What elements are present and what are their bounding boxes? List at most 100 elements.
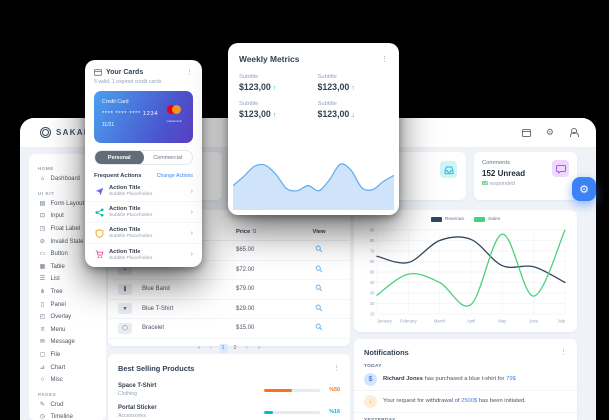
search-icon[interactable]	[298, 245, 340, 255]
kebab-menu-icon[interactable]: ⋮	[186, 69, 193, 76]
table-row[interactable]: ▼ Blue T-Shirt $29.00	[108, 300, 350, 319]
legend-sales[interactable]: Sales	[474, 217, 500, 222]
table-row[interactable]: ◯ Bracelet $15.00	[108, 319, 350, 339]
notifications-title: Notifications	[364, 348, 409, 357]
page-prev-button[interactable]: ‹	[210, 345, 212, 351]
table-row[interactable]: ▪ $72.00	[108, 261, 350, 280]
page-next-button[interactable]: ›	[246, 345, 248, 351]
search-icon[interactable]	[298, 304, 340, 314]
sidebar-item-invalid-state[interactable]: Invalid State	[36, 235, 101, 248]
sidebar-item-timeline[interactable]: Timeline	[36, 411, 101, 420]
page-last-button[interactable]: »	[257, 345, 261, 351]
crud-icon	[39, 402, 46, 408]
message-icon	[39, 339, 46, 345]
comment-icon	[552, 160, 569, 177]
page-1-button[interactable]: 1	[218, 343, 228, 353]
sidebar-item-form-layout[interactable]: Form Layout	[36, 198, 101, 211]
list-icon	[39, 276, 46, 282]
svg-text:February: February	[400, 319, 418, 324]
sidebar-item-chart[interactable]: Chart	[36, 361, 101, 374]
profile-icon[interactable]	[569, 128, 579, 137]
sidebar-item-misc[interactable]: Misc	[36, 374, 101, 387]
notifications-group-today: TODAY	[364, 364, 382, 369]
app-logo[interactable]: SAKAI	[40, 127, 87, 138]
page-2-button[interactable]: 2	[233, 345, 237, 351]
best-seller-item[interactable]: Portal Sticker Accessories %16	[118, 405, 340, 419]
notification-item[interactable]: ↓ Your request for withdrawal of 2500$ h…	[354, 391, 577, 413]
weekly-metrics-title: Weekly Metrics	[239, 54, 300, 64]
page-first-button[interactable]: «	[197, 345, 201, 351]
notifications-card: Notifications ⋮ TODAY $ Richard Jones ha…	[354, 339, 577, 420]
action-item[interactable]: Action Title Subtitle Placeholder ›	[85, 244, 202, 265]
sidebar-item-message[interactable]: Message	[36, 336, 101, 349]
change-actions-link[interactable]: Change Actions	[156, 173, 193, 179]
svg-text:June: June	[529, 319, 539, 324]
search-icon[interactable]	[298, 284, 340, 294]
sidebar-item-file[interactable]: File	[36, 349, 101, 362]
sidebar-item-crud[interactable]: Crud	[36, 399, 101, 412]
search-icon[interactable]	[298, 265, 340, 275]
action-item[interactable]: Action Title Subtitle Placeholder ›	[85, 181, 202, 202]
sidebar-item-tree[interactable]: Tree	[36, 286, 101, 299]
table-icon	[39, 264, 46, 270]
sidebar-item-menu[interactable]: Menu	[36, 324, 101, 337]
svg-text:80: 80	[370, 238, 375, 243]
download-icon: ↓	[364, 395, 377, 408]
float-label-icon	[39, 226, 46, 232]
table-row[interactable]: ❚ Blue Band $79.00	[108, 280, 350, 300]
svg-text:60: 60	[370, 259, 375, 264]
search-icon[interactable]	[298, 323, 340, 333]
stat-card-comments: Comments 152 Unread 85 responded	[474, 152, 577, 200]
input-icon	[39, 213, 46, 219]
settings-gear-icon[interactable]: ⚙	[545, 127, 554, 137]
config-fab-button[interactable]: ⚙	[572, 177, 596, 201]
amount-link[interactable]: 79$	[506, 375, 516, 382]
action-item[interactable]: Action Title Subtitle Placeholder ›	[85, 223, 202, 244]
sidebar-item-button[interactable]: Button	[36, 248, 101, 261]
credit-card[interactable]: Credit Card **** **** **** 1234 11/21 ma…	[94, 91, 193, 143]
revenue-line-chart[interactable]: 10 20 30 40 50 60 70 80 90 January February March Ap…	[362, 226, 569, 326]
sidebar-item-list[interactable]: List	[36, 273, 101, 286]
sidebar-item-float-label[interactable]: Float Label	[36, 223, 101, 236]
notification-item[interactable]: $ Richard Jones has purchased a blue t-s…	[354, 369, 577, 391]
sort-icon: ⇅	[252, 229, 257, 235]
price-column-header[interactable]: Price ⇅	[236, 229, 257, 235]
sidebar-item-input[interactable]: Input	[36, 210, 101, 223]
product-image: ◯	[118, 322, 132, 334]
sidebar-item-table[interactable]: Table	[36, 261, 101, 274]
sidebar-item-dashboard[interactable]: Dashboard	[36, 173, 101, 186]
amount-link[interactable]: 2500$	[461, 397, 478, 404]
personal-toggle-button[interactable]: Personal	[95, 151, 144, 164]
comments-value: 152 Unread	[482, 168, 526, 178]
sidebar-item-panel[interactable]: Panel	[36, 298, 101, 311]
svg-text:90: 90	[370, 228, 375, 233]
shield-icon	[94, 228, 104, 238]
kebab-menu-icon[interactable]: ⋮	[560, 349, 567, 356]
best-seller-item[interactable]: Space T-Shirt Clothing %50	[118, 383, 340, 397]
view-column-header: View	[312, 229, 326, 235]
trend-up-icon: ↑	[351, 85, 355, 92]
commercial-toggle-button[interactable]: Commercial	[153, 154, 183, 161]
best-sellers-card: Best Selling Products ⋮ Space T-Shirt Clo…	[108, 354, 350, 420]
svg-text:40: 40	[370, 280, 375, 285]
sidebar-item-overlay[interactable]: Overlay	[36, 311, 101, 324]
svg-text:30: 30	[370, 291, 375, 296]
calendar-icon[interactable]	[521, 128, 531, 137]
svg-text:May: May	[498, 319, 507, 324]
comments-label: Comments	[482, 160, 511, 166]
metric-stat: Subtitle $123,00 ↑	[317, 74, 355, 92]
button-icon	[39, 251, 46, 257]
kebab-menu-icon[interactable]: ⋮	[333, 365, 340, 372]
svg-text:March: March	[434, 319, 446, 324]
svg-text:20: 20	[370, 301, 375, 306]
comments-extra: 85 responded	[482, 180, 515, 187]
timeline-icon	[39, 414, 46, 420]
weekly-trend-area-chart	[233, 163, 394, 210]
mastercard-logo: mastercard	[163, 101, 185, 123]
kebab-menu-icon[interactable]: ⋮	[381, 55, 388, 63]
product-image: ▪	[118, 264, 132, 276]
send-icon	[94, 187, 104, 196]
legend-revenue[interactable]: Revenue	[430, 217, 464, 222]
action-item[interactable]: Action Title Subtitle Placeholder ›	[85, 202, 202, 223]
progress-bar	[264, 410, 320, 414]
